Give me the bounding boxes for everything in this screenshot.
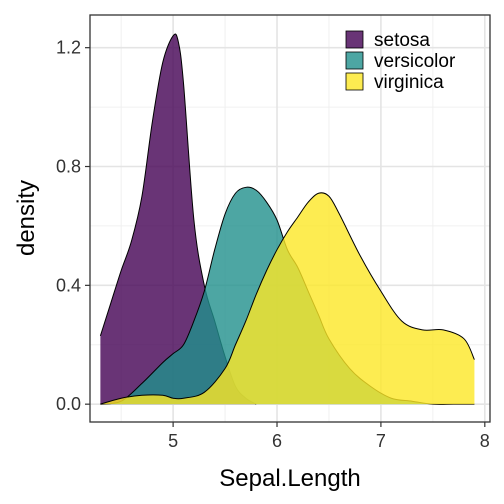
legend-key-setosa — [345, 30, 364, 49]
x-axis-title: Sepal.Length — [219, 465, 360, 492]
y-tick-label-0: 0.0 — [56, 394, 81, 414]
area-virginica — [100, 192, 475, 405]
area-setosa — [100, 34, 257, 405]
x-tick-label-3: 8 — [480, 431, 490, 451]
x-tick-label-1: 6 — [272, 431, 282, 451]
y-tick-label-2: 0.8 — [56, 157, 81, 177]
y-tick-label-1: 0.4 — [56, 275, 81, 295]
legend-key-virginica — [345, 72, 364, 91]
x-tick-label-2: 7 — [376, 431, 386, 451]
x-tick-label-0: 5 — [168, 431, 178, 451]
y-tick-label-3: 1.2 — [56, 38, 81, 58]
legend-label-virginica: virginica — [374, 72, 444, 93]
outline-virginica — [100, 192, 475, 405]
y-axis-title: density — [13, 180, 40, 256]
legend-label-setosa: setosa — [374, 30, 430, 51]
y-axis: 0.0 0.4 0.8 1.2 — [56, 38, 90, 414]
legend-label-versicolor: versicolor — [374, 51, 456, 72]
density-areas — [99, 33, 475, 405]
legend-key-versicolor — [345, 51, 364, 70]
panel-border — [89, 14, 491, 423]
x-axis: 5 6 7 8 — [168, 422, 490, 451]
